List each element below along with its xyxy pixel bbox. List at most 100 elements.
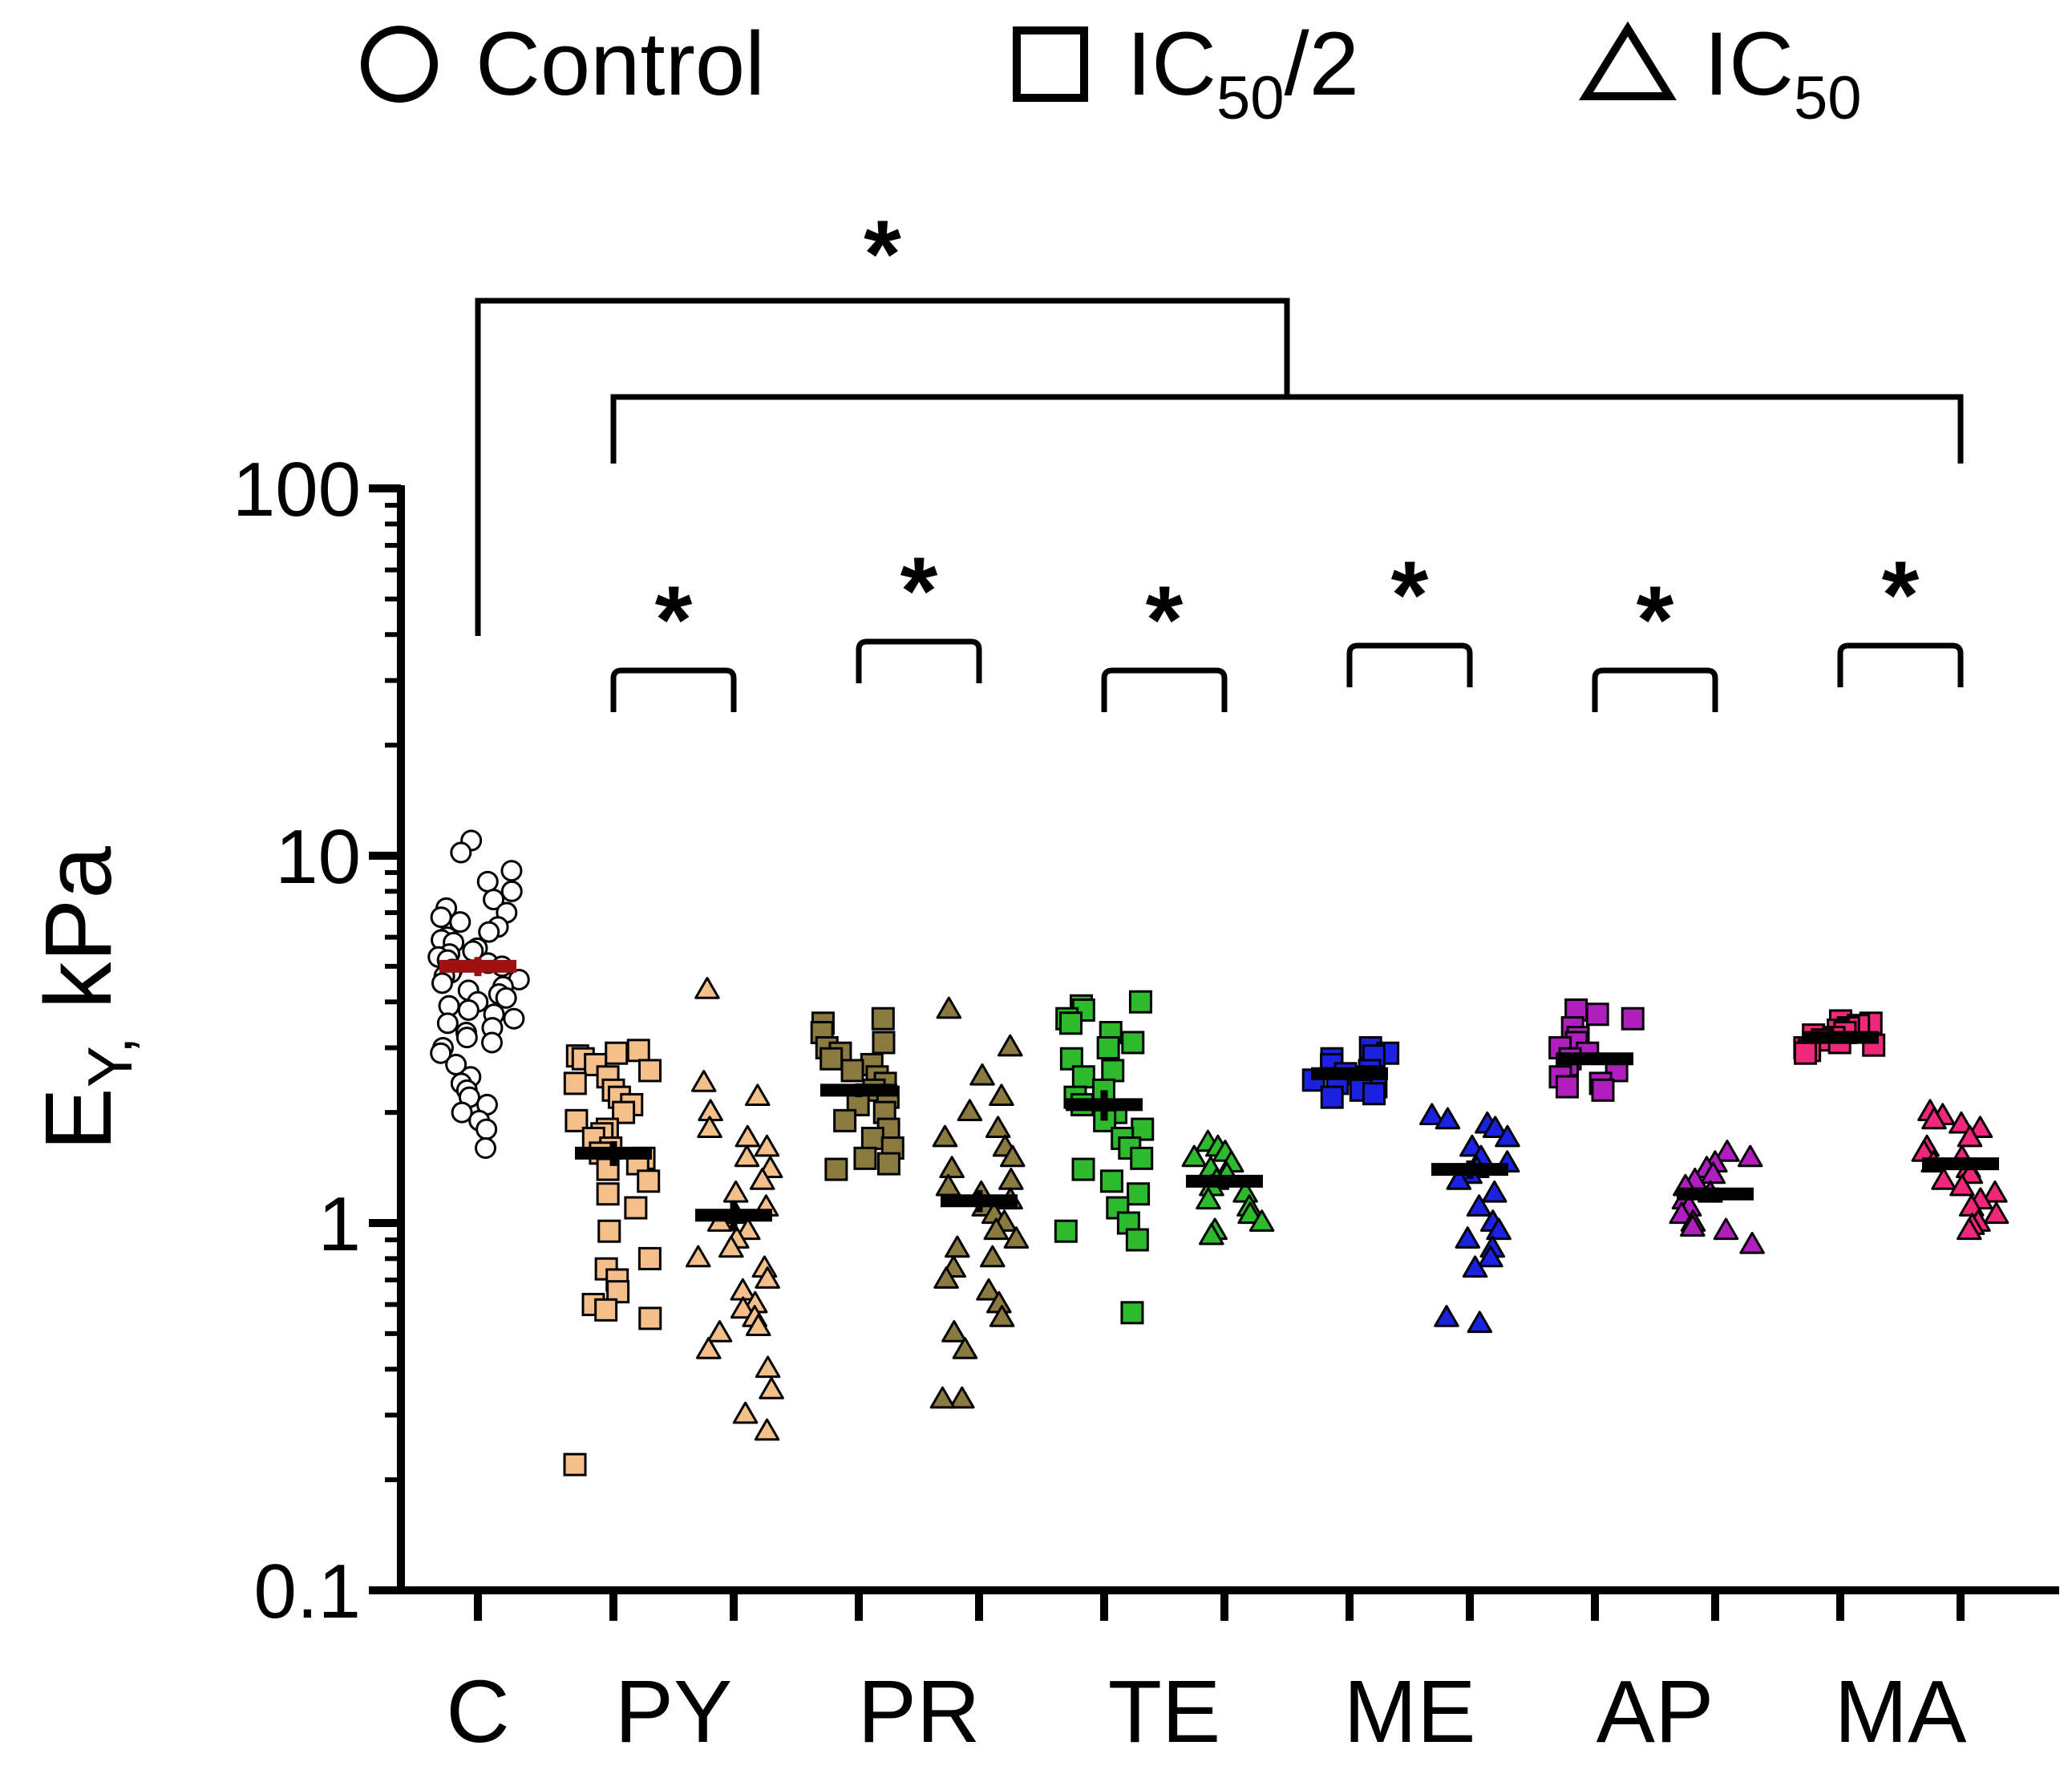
data-point <box>1120 1301 1144 1325</box>
data-point <box>734 1144 760 1168</box>
data-point <box>745 1314 771 1336</box>
data-point <box>1949 1173 1975 1197</box>
data-point <box>936 996 962 1019</box>
mean-bar-pr-ic50_half <box>820 1083 897 1098</box>
data-point <box>1418 1103 1445 1126</box>
legend-label-suffix: /2 <box>1285 14 1359 114</box>
mean-bar-ap-ic50 <box>1677 1187 1754 1201</box>
data-point <box>1555 1075 1579 1099</box>
y-axis-title: EY, kPa <box>26 846 145 1151</box>
mean-bar-py-ic50_half <box>575 1140 652 1166</box>
data-point <box>735 1217 761 1241</box>
data-point <box>1478 1245 1503 1268</box>
data-point <box>690 1070 717 1092</box>
data-point <box>563 1071 587 1096</box>
data-point <box>476 870 499 893</box>
data-point <box>983 1217 1010 1241</box>
data-point <box>1128 990 1152 1014</box>
x-tick-label-ma: MA <box>1835 1663 1968 1761</box>
data-point <box>1099 1169 1123 1193</box>
data-point <box>455 1027 478 1049</box>
data-point <box>929 1386 956 1409</box>
significance-star-py: * <box>655 566 693 674</box>
data-point <box>755 1355 781 1379</box>
data-point <box>998 1168 1024 1190</box>
mean-bar-me-ic50 <box>1431 1160 1508 1179</box>
data-point <box>976 1278 1002 1301</box>
x-tick-label-pr: PR <box>858 1663 981 1761</box>
data-point <box>1713 1217 1739 1241</box>
data-point <box>1956 1217 1982 1241</box>
series-me-ic50_half <box>1301 1035 1400 1109</box>
data-point <box>722 1180 749 1203</box>
data-point <box>596 1182 620 1206</box>
significance-star-overall: * <box>864 200 901 308</box>
data-point <box>605 1041 629 1065</box>
series-c-control <box>427 829 530 1160</box>
data-point <box>939 1156 965 1178</box>
data-point <box>735 1124 761 1148</box>
data-point <box>952 1337 978 1359</box>
data-point <box>626 1039 650 1063</box>
data-point <box>457 998 480 1021</box>
data-point <box>1921 1107 1947 1130</box>
legend-label-main: IC <box>1127 14 1216 114</box>
data-point <box>450 841 472 864</box>
x-tick-label-py: PY <box>615 1663 733 1761</box>
data-point <box>563 1452 587 1476</box>
data-point <box>475 1137 497 1160</box>
legend-marker-square <box>1013 26 1088 102</box>
data-point <box>985 1116 1011 1138</box>
series-te-ic50_half <box>1054 990 1155 1325</box>
series-py-ic50 <box>685 977 784 1441</box>
data-point <box>503 1007 525 1030</box>
mean-bar-me-ic50_half <box>1311 1067 1388 1080</box>
data-points <box>427 829 2009 1476</box>
data-point <box>449 911 471 934</box>
data-point <box>436 1012 459 1035</box>
y-tick-label-1: 1 <box>318 1181 361 1267</box>
data-point <box>483 889 505 911</box>
data-point <box>860 1126 884 1150</box>
legend: Control IC50/2 IC50 <box>361 14 1862 132</box>
data-point <box>999 1144 1026 1168</box>
data-point <box>1320 1085 1344 1109</box>
bracket-py <box>610 667 737 712</box>
data-point <box>730 1296 756 1319</box>
significance-star-me: * <box>1391 541 1429 649</box>
data-point <box>1739 1231 1765 1254</box>
data-point <box>1983 1201 2009 1225</box>
data-point <box>500 860 523 882</box>
legend-label-sub: 50 <box>1794 64 1862 132</box>
data-point <box>638 1306 662 1330</box>
data-point <box>989 1083 1014 1107</box>
y-axis-title-unit: kPa <box>26 846 132 1010</box>
data-point <box>1482 1116 1508 1138</box>
bracket-treated-span <box>610 394 1964 464</box>
series-py-ic50_half <box>563 1039 662 1476</box>
mean-bar-c-control <box>439 957 516 977</box>
data-point <box>624 1196 648 1220</box>
data-point <box>744 1083 771 1107</box>
data-point <box>1071 1157 1095 1181</box>
mean-bar-pr-ic50 <box>941 1189 1018 1213</box>
data-point <box>718 1235 744 1258</box>
data-point <box>1585 1002 1609 1027</box>
x-tick-label-ap: AP <box>1596 1663 1714 1761</box>
data-point <box>706 1320 733 1343</box>
y-tick-label-100: 100 <box>233 447 361 533</box>
data-point <box>840 1059 864 1083</box>
series-me-ic50 <box>1418 1103 1520 1334</box>
significance-star-pr: * <box>900 537 938 645</box>
data-point <box>612 1100 636 1124</box>
data-point <box>1435 1107 1461 1130</box>
legend-label-main: IC <box>1704 14 1794 114</box>
data-point <box>932 1124 958 1148</box>
data-point <box>730 1278 756 1301</box>
data-point <box>755 1266 780 1289</box>
mean-bar-py-ic50 <box>695 1201 772 1232</box>
legend-item-triangle: IC50 <box>1579 14 1862 132</box>
axes: 100 10 1 0.1 C PY PR TE ME AP MA EY, kPa <box>26 447 2059 1761</box>
significance-star-ma: * <box>1882 541 1920 649</box>
